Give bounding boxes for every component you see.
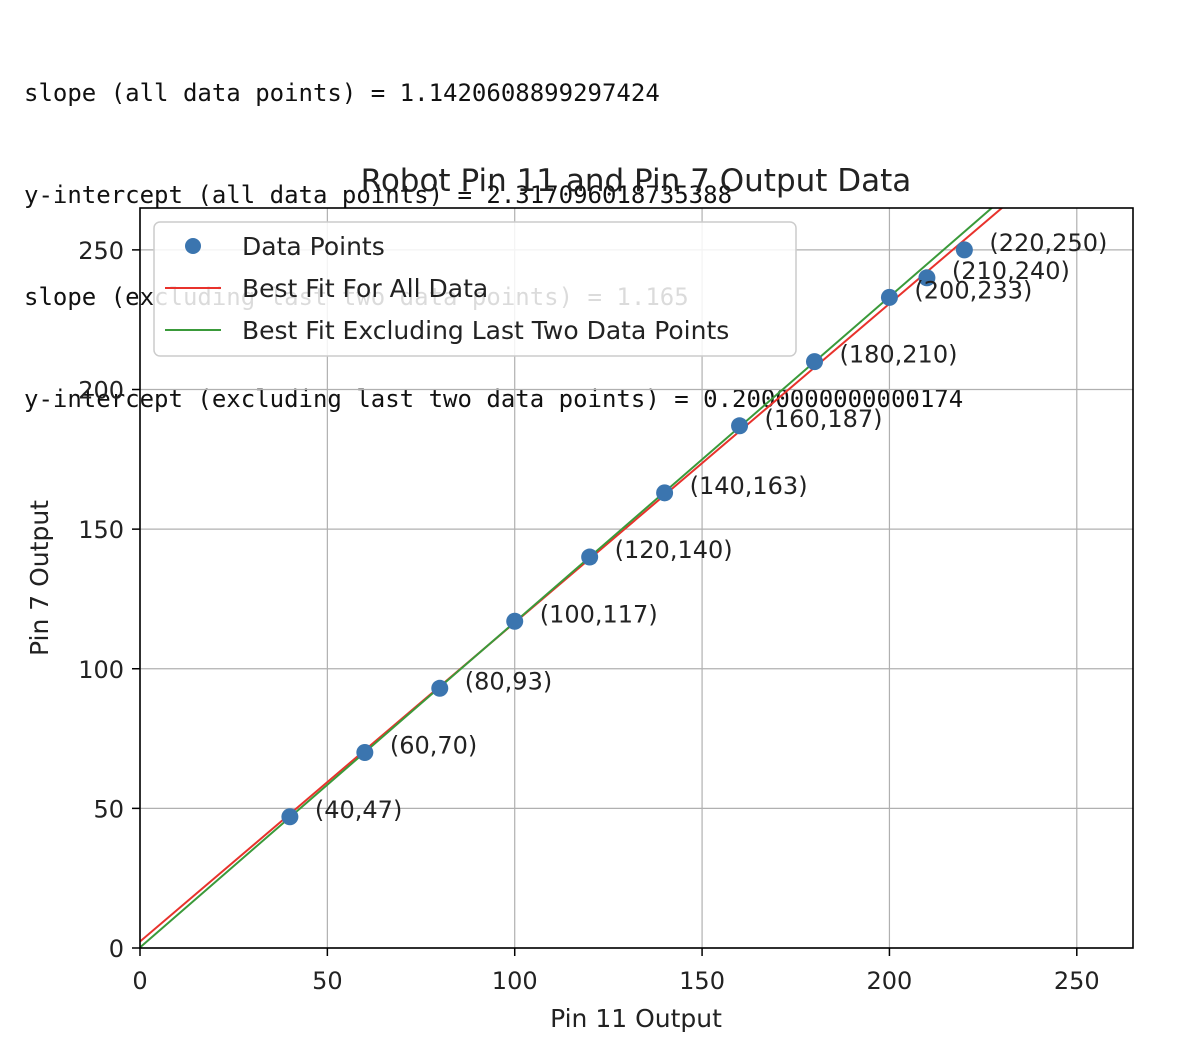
y-tick-label: 150 — [78, 516, 124, 544]
data-point — [918, 269, 936, 287]
x-tick-label: 150 — [679, 967, 725, 995]
y-tick-label: 100 — [78, 656, 124, 684]
y-tick-label: 50 — [93, 795, 124, 823]
data-point — [880, 288, 898, 306]
data-point — [955, 241, 973, 259]
x-tick-label: 200 — [867, 967, 913, 995]
data-point-label: (80,93) — [465, 667, 552, 695]
x-axis-label: Pin 11 Output — [550, 1004, 722, 1033]
legend-marker-data-points — [185, 238, 201, 254]
data-point-label: (200,233) — [914, 276, 1032, 304]
y-tick-label: 200 — [78, 377, 124, 405]
legend-label-fit-excluding: Best Fit Excluding Last Two Data Points — [242, 316, 729, 345]
chart-title: Robot Pin 11 and Pin 7 Output Data — [361, 163, 912, 199]
data-point — [356, 744, 374, 762]
data-point-label: (180,210) — [839, 341, 957, 369]
data-point-label: (210,240) — [952, 257, 1070, 285]
data-point-label: (140,163) — [690, 472, 808, 500]
data-point — [281, 808, 299, 826]
fit-line — [140, 208, 1004, 943]
fit-line — [140, 208, 994, 948]
data-point — [656, 484, 674, 502]
data-point-label: (120,140) — [615, 536, 733, 564]
point-labels: (40,47) (60,70) (80,93) (100,117) (120,140) (… — [315, 229, 1107, 824]
x-tick-label: 250 — [1054, 967, 1100, 995]
y-tick-label: 0 — [109, 935, 124, 963]
x-tick-label: 50 — [312, 967, 343, 995]
y-tick-label: 250 — [78, 237, 124, 265]
console-line-slope-all: slope (all data points) = 1.142060889929… — [24, 79, 660, 107]
legend: Data Points Best Fit For All Data Best F… — [153, 221, 797, 357]
data-points — [281, 241, 973, 826]
data-point — [581, 548, 599, 566]
data-point — [731, 417, 749, 435]
legend-box — [153, 221, 797, 357]
console-line-intercept-all: y-intercept (all data points) = 2.317096… — [24, 181, 733, 209]
data-point-label: (160,187) — [765, 405, 883, 433]
data-point-label: (60,70) — [390, 732, 477, 760]
fit-lines — [140, 208, 1004, 948]
legend-label-fit-all: Best Fit For All Data — [242, 274, 488, 303]
data-point-label: (220,250) — [989, 229, 1107, 257]
plot-frame — [139, 207, 1134, 949]
data-point — [431, 679, 449, 697]
data-point-label: (40,47) — [315, 796, 402, 824]
data-point — [805, 353, 823, 371]
x-tick-label: 0 — [132, 967, 147, 995]
data-point-label: (100,117) — [540, 600, 658, 628]
y-axis-label: Pin 7 Output — [25, 500, 54, 656]
axis-ticks: 0 50 100 150 200 250 0 50 100 150 200 250 — [78, 237, 1100, 995]
x-tick-label: 100 — [492, 967, 538, 995]
legend-label-data-points: Data Points — [242, 232, 385, 261]
data-point — [506, 612, 524, 630]
